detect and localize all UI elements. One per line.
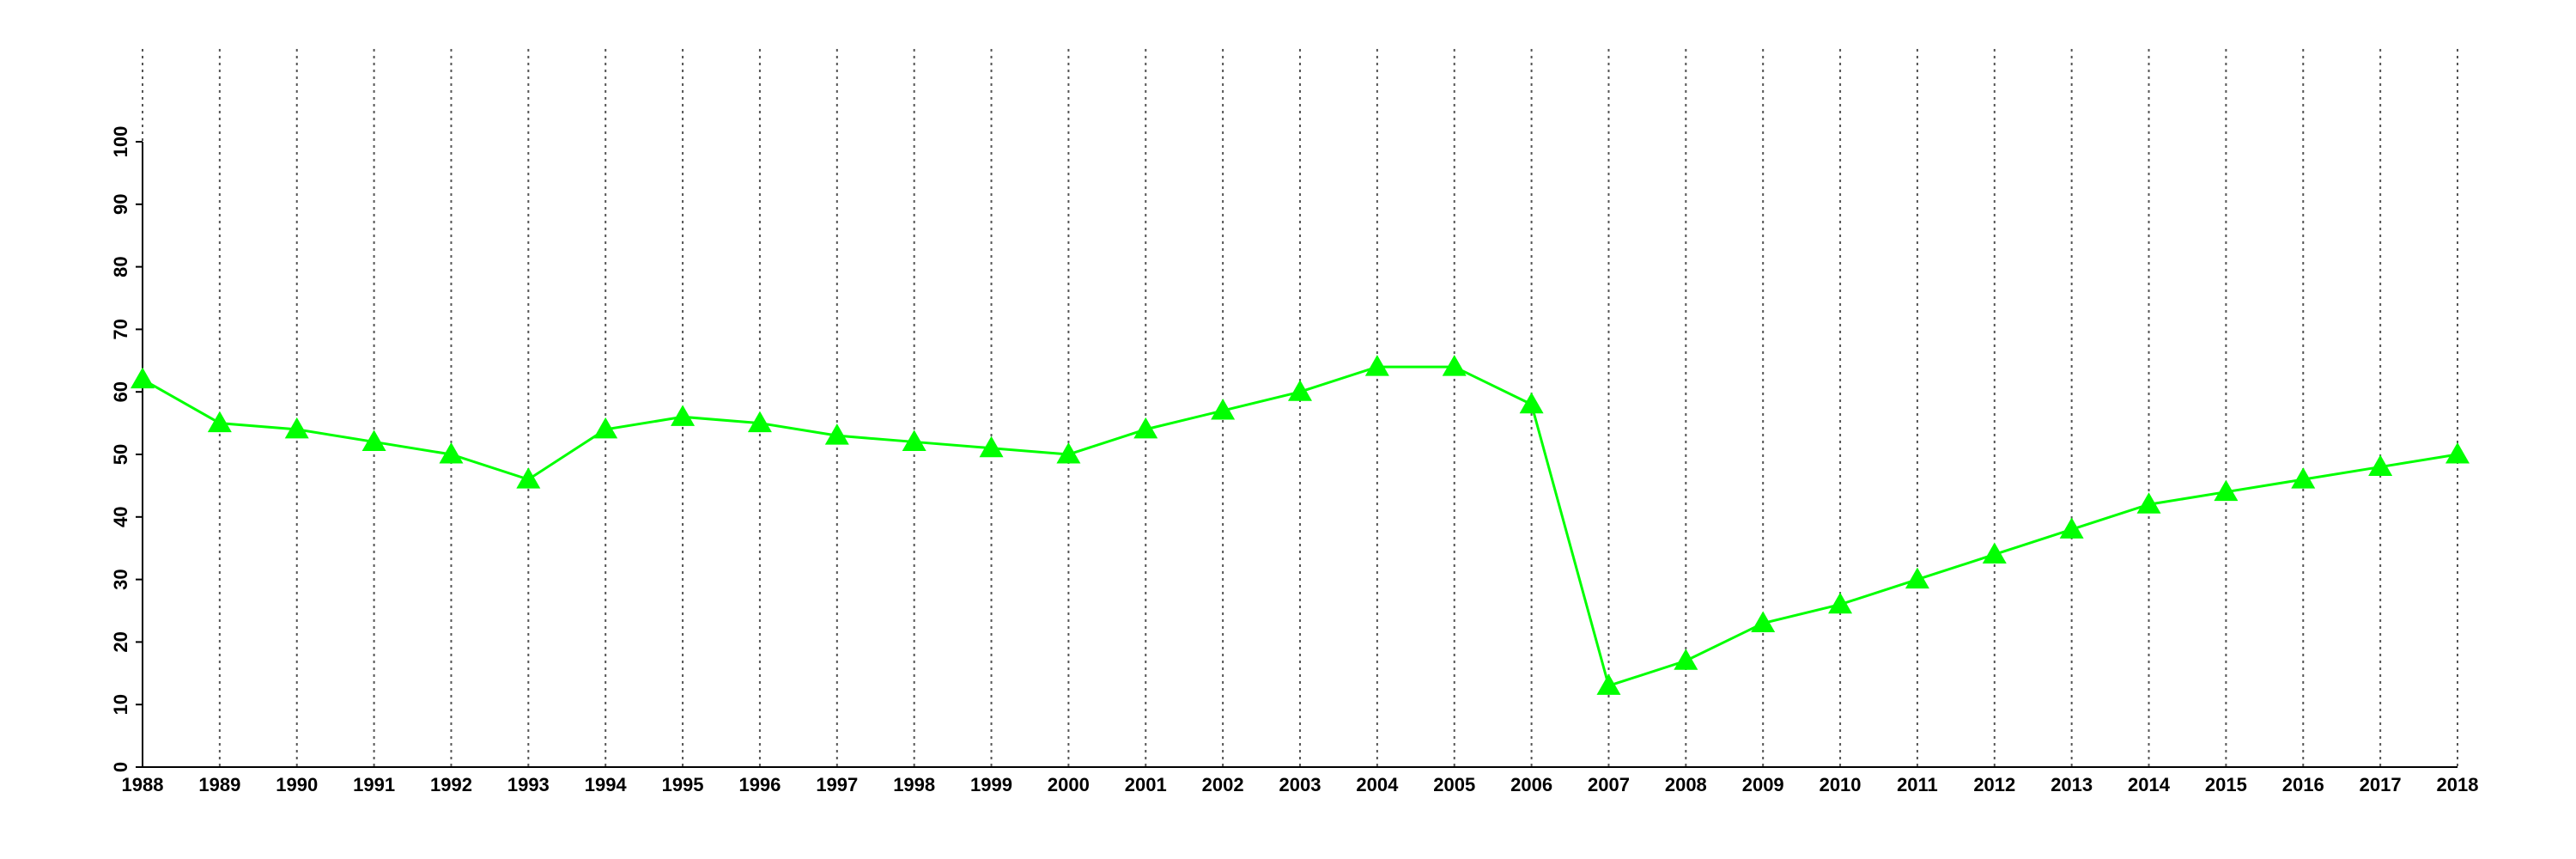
marker <box>439 442 464 464</box>
x-tick-label: 2003 <box>1279 774 1321 795</box>
x-tick-label: 2007 <box>1588 774 1630 795</box>
x-tick-label: 1997 <box>816 774 858 795</box>
marker <box>284 417 309 439</box>
y-tick-label: 60 <box>110 381 131 402</box>
marker <box>361 430 386 451</box>
marker <box>1364 355 1389 376</box>
x-tick-label: 1994 <box>585 774 628 795</box>
x-tick-label: 1993 <box>507 774 550 795</box>
y-tick-label: 100 <box>110 126 131 158</box>
marker <box>2059 517 2084 539</box>
y-tick-label: 80 <box>110 256 131 277</box>
x-tick-label: 2011 <box>1897 774 1938 795</box>
x-tick-label: 1990 <box>276 774 318 795</box>
marker <box>1211 399 1236 420</box>
x-tick-label: 2012 <box>1973 774 2015 795</box>
marker <box>2368 454 2393 477</box>
x-tick-label: 2005 <box>1433 774 1475 795</box>
x-tick-label: 1989 <box>198 774 240 795</box>
x-tick-label: 1999 <box>970 774 1012 795</box>
x-tick-label: 1996 <box>738 774 781 795</box>
y-tick-label: 20 <box>110 631 131 652</box>
marker <box>1056 442 1081 464</box>
x-tick-label: 1991 <box>353 774 395 795</box>
x-tick-label: 2006 <box>1510 774 1552 795</box>
y-tick-label: 90 <box>110 194 131 215</box>
y-tick-label: 10 <box>110 694 131 715</box>
x-tick-label: 2002 <box>1202 774 1244 795</box>
x-tick-label: 2018 <box>2437 774 2479 795</box>
marker <box>1828 592 1853 614</box>
marker <box>207 411 232 433</box>
marker <box>1442 355 1467 376</box>
x-tick-label: 2017 <box>2360 774 2402 795</box>
marker <box>1982 542 2007 564</box>
marker <box>671 405 696 426</box>
y-tick-label: 50 <box>110 444 131 465</box>
marker <box>2291 467 2316 489</box>
marker <box>1288 380 1312 401</box>
x-tick-label: 2004 <box>1356 774 1399 795</box>
marker <box>824 423 849 445</box>
marker <box>2445 442 2470 464</box>
marker <box>516 467 541 489</box>
marker <box>979 436 1004 458</box>
x-tick-label: 2013 <box>2050 774 2093 795</box>
marker <box>1133 417 1158 439</box>
x-tick-label: 2009 <box>1742 774 1784 795</box>
x-tick-label: 2001 <box>1125 774 1167 795</box>
marker <box>1905 567 1929 589</box>
x-tick-label: 2014 <box>2128 774 2171 795</box>
x-tick-label: 1988 <box>122 774 164 795</box>
x-tick-label: 1995 <box>662 774 704 795</box>
marker <box>1596 673 1621 695</box>
x-tick-label: 2000 <box>1048 774 1090 795</box>
y-tick-label: 70 <box>110 319 131 339</box>
x-tick-label: 2008 <box>1665 774 1707 795</box>
marker <box>1674 649 1698 670</box>
y-tick-label: 0 <box>110 762 131 772</box>
marker <box>131 367 155 389</box>
marker <box>593 417 618 439</box>
y-tick-label: 40 <box>110 507 131 527</box>
marker <box>902 430 927 451</box>
x-tick-label: 1992 <box>430 774 472 795</box>
x-tick-label: 2010 <box>1820 774 1862 795</box>
x-tick-label: 2016 <box>2282 774 2324 795</box>
x-tick-label: 1998 <box>893 774 935 795</box>
y-tick-label: 30 <box>110 569 131 589</box>
x-tick-label: 2015 <box>2205 774 2247 795</box>
marker <box>1751 611 1776 633</box>
marker <box>747 411 772 433</box>
marker <box>2214 479 2239 502</box>
marker <box>1519 392 1544 414</box>
marker <box>2136 492 2161 514</box>
